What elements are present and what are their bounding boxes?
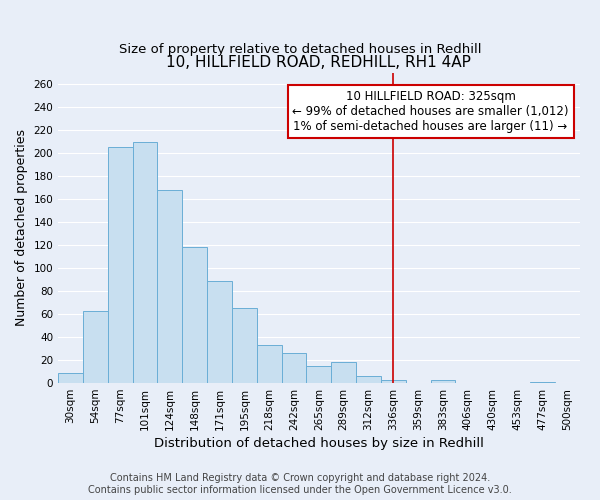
Bar: [530, 382, 555, 383]
Text: Contains HM Land Registry data © Crown copyright and database right 2024.
Contai: Contains HM Land Registry data © Crown c…: [88, 474, 512, 495]
Bar: [257, 345, 281, 383]
Bar: [83, 310, 108, 383]
Text: Size of property relative to detached houses in Redhill: Size of property relative to detached ho…: [119, 42, 481, 56]
Bar: [232, 308, 257, 383]
Bar: [381, 380, 406, 383]
Title: 10, HILLFIELD ROAD, REDHILL, RH1 4AP: 10, HILLFIELD ROAD, REDHILL, RH1 4AP: [166, 55, 472, 70]
Bar: [182, 248, 207, 383]
Bar: [157, 190, 182, 383]
Bar: [331, 362, 356, 383]
Bar: [307, 366, 331, 383]
Bar: [281, 353, 307, 383]
Bar: [108, 148, 133, 383]
Bar: [58, 372, 83, 383]
Text: 10 HILLFIELD ROAD: 325sqm
← 99% of detached houses are smaller (1,012)
1% of sem: 10 HILLFIELD ROAD: 325sqm ← 99% of detac…: [292, 90, 569, 133]
X-axis label: Distribution of detached houses by size in Redhill: Distribution of detached houses by size …: [154, 437, 484, 450]
Y-axis label: Number of detached properties: Number of detached properties: [15, 130, 28, 326]
Bar: [356, 376, 381, 383]
Bar: [431, 380, 455, 383]
Bar: [207, 280, 232, 383]
Bar: [133, 142, 157, 383]
